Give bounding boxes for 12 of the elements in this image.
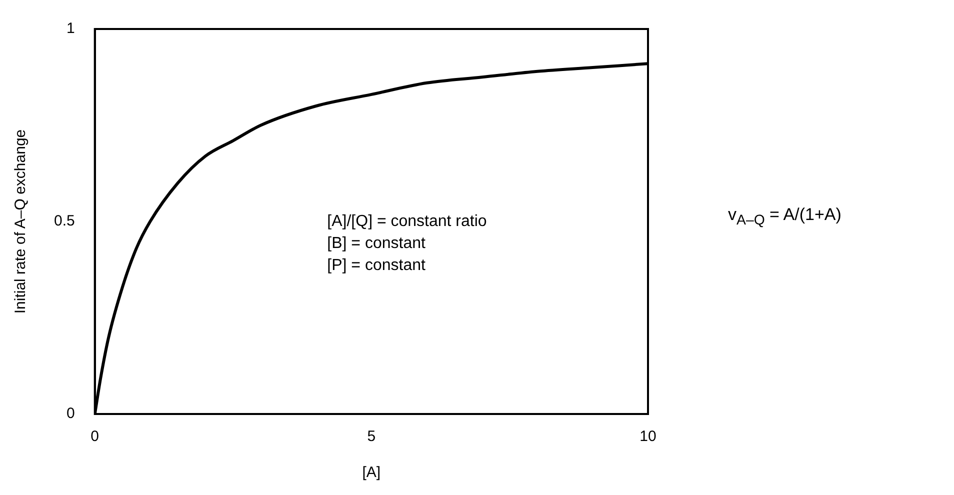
y-tick-label: 0 bbox=[66, 405, 75, 422]
y-tick-label: 1 bbox=[66, 20, 75, 38]
x-axis-title: [A] bbox=[362, 464, 381, 482]
annotation: [A]/[Q] = constant ratio bbox=[327, 212, 487, 230]
text: v$_{A–Q}$ = A/(1+A) bbox=[728, 205, 842, 229]
x-tick-label: 10 bbox=[640, 428, 656, 446]
y-tick-label: 0.5 bbox=[54, 212, 75, 230]
y-axis-title: Initial rate of A–Q exchange bbox=[12, 129, 30, 314]
x-tick-label: 0 bbox=[90, 428, 100, 446]
annotation: [B] = constant bbox=[327, 234, 426, 252]
x-tick-label: 5 bbox=[367, 428, 376, 446]
annotation: [P] = constant bbox=[327, 256, 426, 274]
